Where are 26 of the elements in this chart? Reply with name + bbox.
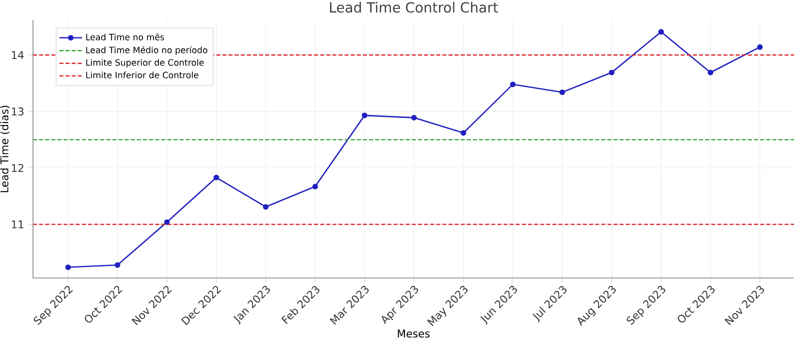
point	[214, 174, 220, 180]
y-tick-label: 13	[12, 107, 24, 116]
y-tick-label: 14	[12, 51, 24, 59]
point	[757, 44, 763, 50]
point	[510, 82, 516, 88]
y-axis-title: Lead Time (dias)	[0, 106, 10, 192]
point	[65, 264, 71, 270]
point	[411, 114, 417, 120]
y-tick-label: 11	[12, 220, 24, 228]
point	[362, 112, 368, 118]
point	[608, 70, 614, 76]
legend-label: Lead Time no mês	[86, 33, 164, 40]
point	[164, 219, 170, 225]
point	[312, 184, 318, 190]
point	[262, 204, 269, 210]
legend-label: Lead Time Médio no período	[86, 46, 208, 55]
point	[559, 89, 566, 96]
point	[658, 29, 664, 35]
legend-label: Limite Superior de Controle	[86, 59, 204, 68]
y-tick-label: 12	[12, 164, 24, 172]
point	[708, 70, 714, 76]
chart-title: Lead Time Control Chart	[330, 2, 498, 13]
legend-label: Limite Inferior de Controle	[86, 72, 198, 78]
point	[460, 130, 466, 136]
point	[114, 262, 120, 268]
x-axis-title: Meses	[398, 330, 430, 338]
